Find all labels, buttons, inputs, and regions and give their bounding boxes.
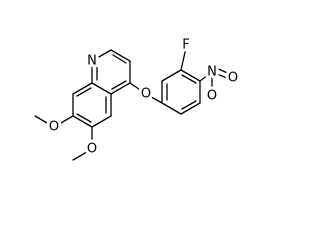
bond xyxy=(72,148,93,161)
bond xyxy=(145,93,163,104)
atom-label: O xyxy=(49,120,59,135)
bond xyxy=(129,82,147,95)
atom-label: O xyxy=(141,87,151,102)
bond xyxy=(111,80,127,90)
bond xyxy=(34,115,55,128)
bond xyxy=(72,82,93,95)
atom-label: O xyxy=(87,142,97,157)
bond xyxy=(180,69,201,82)
bond xyxy=(180,102,201,115)
bond xyxy=(161,69,182,82)
bonds xyxy=(34,47,233,161)
bond xyxy=(211,71,233,81)
bond xyxy=(110,49,131,62)
bond xyxy=(161,102,182,115)
atom-labels: N O O O F N O O xyxy=(46,35,241,160)
bond xyxy=(181,100,197,110)
atom-label: N xyxy=(207,65,217,80)
bond xyxy=(180,47,187,71)
bond xyxy=(91,82,112,95)
bond xyxy=(91,49,112,62)
bond xyxy=(91,115,112,128)
molecule-diagram: N O O O F N O O xyxy=(34,35,241,161)
bond xyxy=(76,87,92,97)
bond xyxy=(112,54,127,64)
atom-label: N xyxy=(87,54,97,69)
bond xyxy=(199,71,213,82)
bond xyxy=(76,113,92,123)
atom-label: O xyxy=(228,71,238,86)
bond xyxy=(72,115,93,128)
bond xyxy=(181,74,197,84)
bond xyxy=(110,82,131,95)
bond xyxy=(213,66,233,76)
bond xyxy=(53,115,74,128)
atom-label: F xyxy=(182,38,189,53)
atom-label: O xyxy=(207,89,217,104)
